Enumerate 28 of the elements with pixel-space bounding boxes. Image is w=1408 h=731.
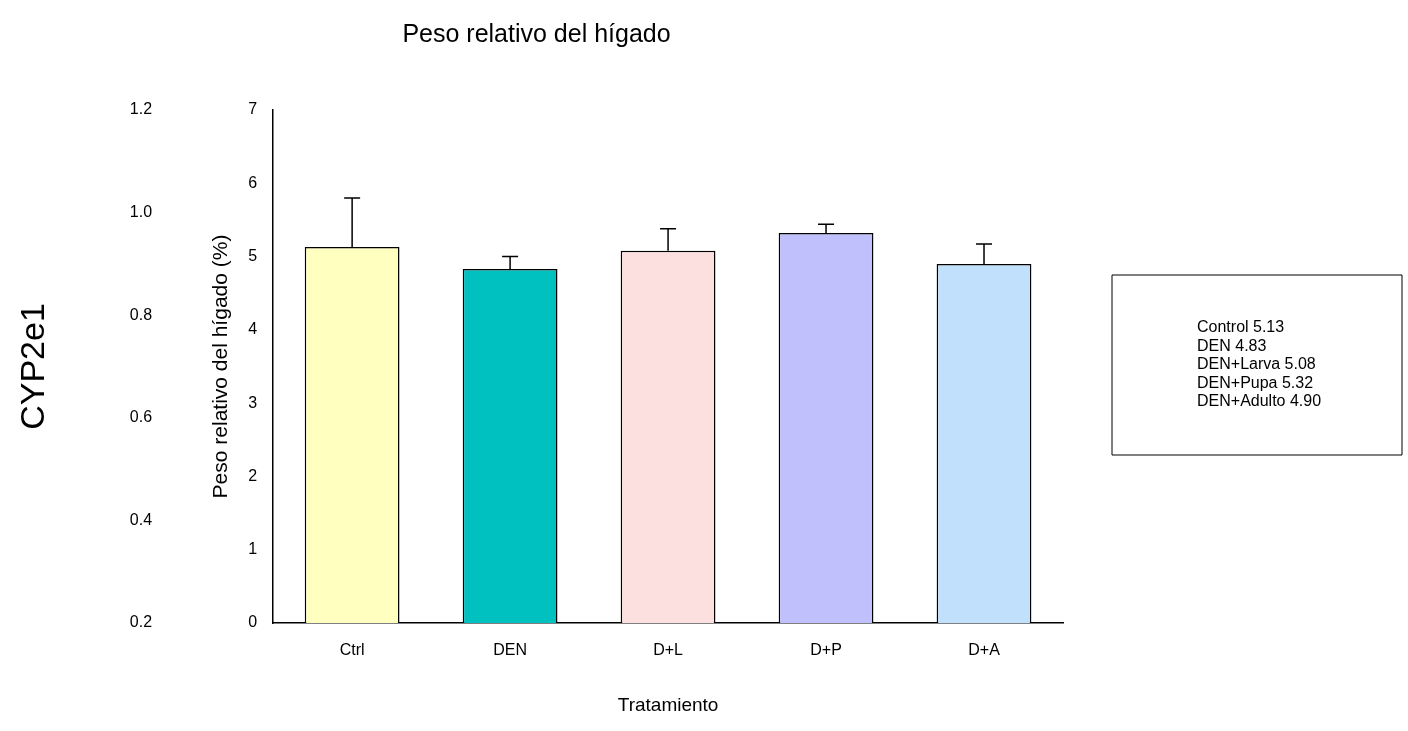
y2-tick-label: 0.8 (129, 305, 153, 323)
y2-tick-label: 0.6 (129, 408, 153, 426)
x-tick-label: DEN (493, 641, 527, 659)
y2-tick-label: 0.4 (129, 510, 153, 528)
y-tick-label: 6 (248, 173, 258, 191)
y-tick-label: 4 (248, 320, 258, 338)
chart-title: Peso relativo del hígado (402, 18, 671, 47)
text: DEN 4.83 (1197, 336, 1267, 354)
x-tick-label: D+P (810, 641, 842, 659)
y2-axis-title: CYP2e1 (12, 303, 51, 430)
x-axis-title: Tratamiento (617, 693, 719, 715)
text: DEN+Larva 5.08 (1197, 355, 1316, 373)
x-tick-label: Ctrl (339, 641, 365, 659)
y2-tick-label: 1.0 (129, 203, 153, 221)
y-tick-label: 1 (248, 540, 258, 558)
y2-tick-label: 1.2 (129, 100, 153, 118)
y-tick-label: 0 (248, 613, 258, 631)
y-axis-title: Peso relativo del hígado (%) (208, 234, 232, 499)
y-tick-label: 7 (248, 100, 258, 118)
y-tick-label: 3 (248, 393, 258, 411)
text: DEN+Adulto 4.90 (1197, 392, 1322, 410)
y-tick-label: 2 (248, 466, 258, 484)
y2-tick-label: 0.2 (129, 613, 153, 631)
x-tick-label: D+A (968, 641, 1001, 659)
text: DEN+Pupa 5.32 (1197, 373, 1314, 391)
y-tick-label: 5 (248, 246, 258, 264)
text: Control 5.13 (1197, 318, 1285, 336)
x-tick-label: D+L (653, 641, 684, 659)
